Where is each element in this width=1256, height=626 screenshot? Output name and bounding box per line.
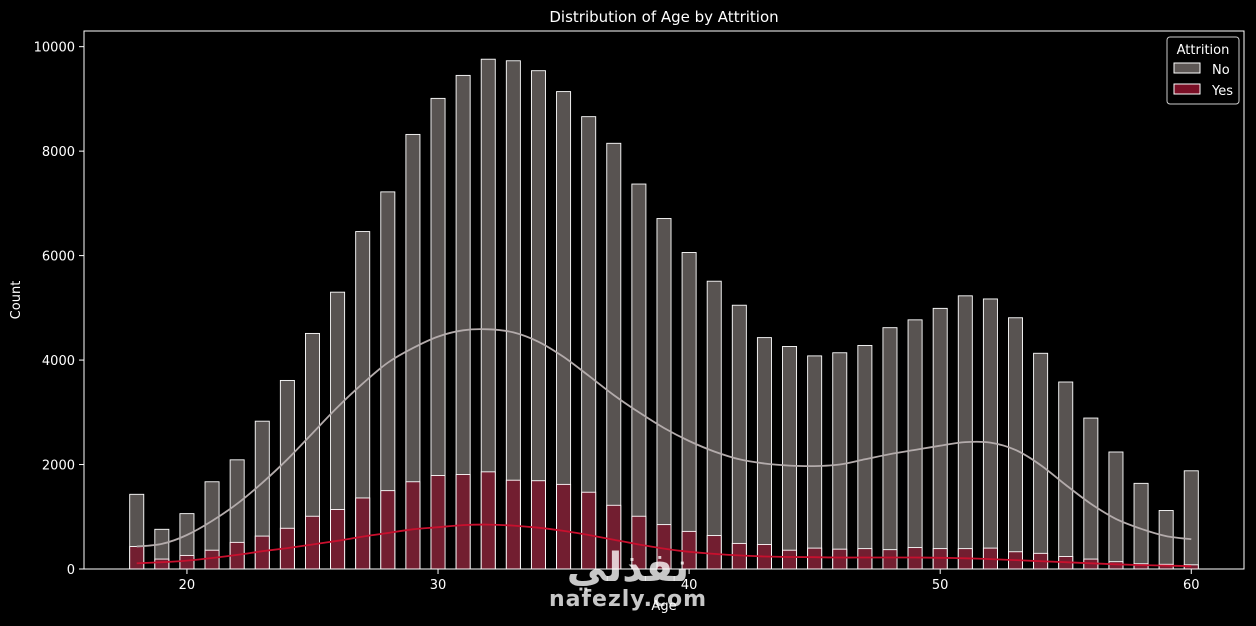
kde-line-yes (136, 523, 1192, 567)
legend-label-no: No (1212, 63, 1230, 78)
bar-yes-32 (480, 471, 496, 570)
bar-yes-28 (380, 490, 396, 570)
legend-swatch-no (1173, 62, 1201, 74)
bar-no-38 (631, 183, 647, 570)
y-tick-label-6000: 6000 (42, 250, 75, 265)
bar-no-55 (1058, 381, 1074, 570)
bar-yes-38 (631, 515, 647, 570)
bar-yes-30 (430, 475, 446, 570)
bar-no-52 (982, 298, 998, 570)
bar-yes-29 (405, 481, 421, 570)
bar-no-59 (1158, 510, 1174, 570)
bar-no-45 (807, 355, 823, 570)
bar-no-50 (932, 307, 948, 570)
bar-no-39 (656, 218, 672, 570)
legend: Attrition No Yes (1166, 36, 1240, 105)
bar-yes-21 (204, 549, 220, 570)
bar-yes-46 (832, 548, 848, 570)
bar-yes-34 (530, 480, 546, 570)
bar-no-60 (1183, 470, 1199, 570)
bar-no-40 (681, 252, 697, 570)
x-tick-label-20: 20 (179, 578, 196, 593)
x-tick-label-60: 60 (1183, 578, 1200, 593)
y-axis: 0 2000 4000 6000 8000 10000 (34, 41, 84, 578)
bar-yes-39 (656, 524, 672, 570)
legend-swatch-yes (1173, 83, 1201, 95)
y-tick-label-4000: 4000 (42, 354, 75, 369)
bar-yes-48 (882, 549, 898, 570)
bar-yes-25 (305, 515, 320, 570)
bar-no-57 (1108, 451, 1124, 570)
bar-no-43 (756, 337, 772, 570)
bar-no-46 (832, 352, 848, 570)
x-tick-label-40: 40 (681, 578, 698, 593)
bar-yes-27 (355, 497, 371, 570)
x-tick-label-30: 30 (430, 578, 447, 593)
y-tick-label-2000: 2000 (42, 459, 75, 474)
x-axis-label: Age (651, 599, 676, 614)
kde-curves (136, 328, 1192, 567)
legend-label-yes: Yes (1211, 84, 1233, 99)
bar-yes-41 (706, 535, 722, 570)
bar-yes-36 (581, 491, 597, 570)
bar-no-51 (957, 295, 973, 570)
bar-yes-35 (556, 483, 572, 570)
kde-line-no (136, 328, 1192, 548)
bar-yes-45 (807, 547, 823, 570)
chart-title: Distribution of Age by Attrition (549, 8, 778, 26)
bar-yes-44 (782, 549, 798, 570)
bar-no-47 (857, 344, 873, 570)
bar-yes-19 (154, 558, 170, 570)
bar-yes-40 (681, 530, 697, 570)
bar-no-53 (1008, 317, 1023, 570)
bar-yes-31 (455, 474, 471, 570)
x-tick-label-50: 50 (932, 578, 949, 593)
x-axis: 20 30 40 50 60 (179, 569, 1200, 593)
y-axis-label: Count (9, 281, 24, 320)
plot-frame (83, 30, 1245, 570)
legend-title: Attrition (1177, 43, 1230, 58)
bar-yes-47 (857, 548, 873, 570)
bar-yes-37 (606, 504, 622, 570)
bar-no-41 (706, 280, 722, 570)
bar-yes-20 (179, 554, 195, 570)
series-no-bars (129, 58, 1199, 570)
bar-yes-50 (932, 548, 948, 570)
y-tick-label-10000: 10000 (34, 41, 75, 56)
y-tick-label-0: 0 (67, 563, 75, 578)
bar-no-44 (782, 346, 798, 570)
y-tick-label-8000: 8000 (42, 145, 75, 160)
bar-no-48 (882, 327, 898, 570)
bar-no-56 (1083, 417, 1099, 570)
bar-no-49 (907, 319, 923, 570)
bar-no-42 (731, 304, 747, 570)
bar-yes-18 (129, 546, 145, 570)
